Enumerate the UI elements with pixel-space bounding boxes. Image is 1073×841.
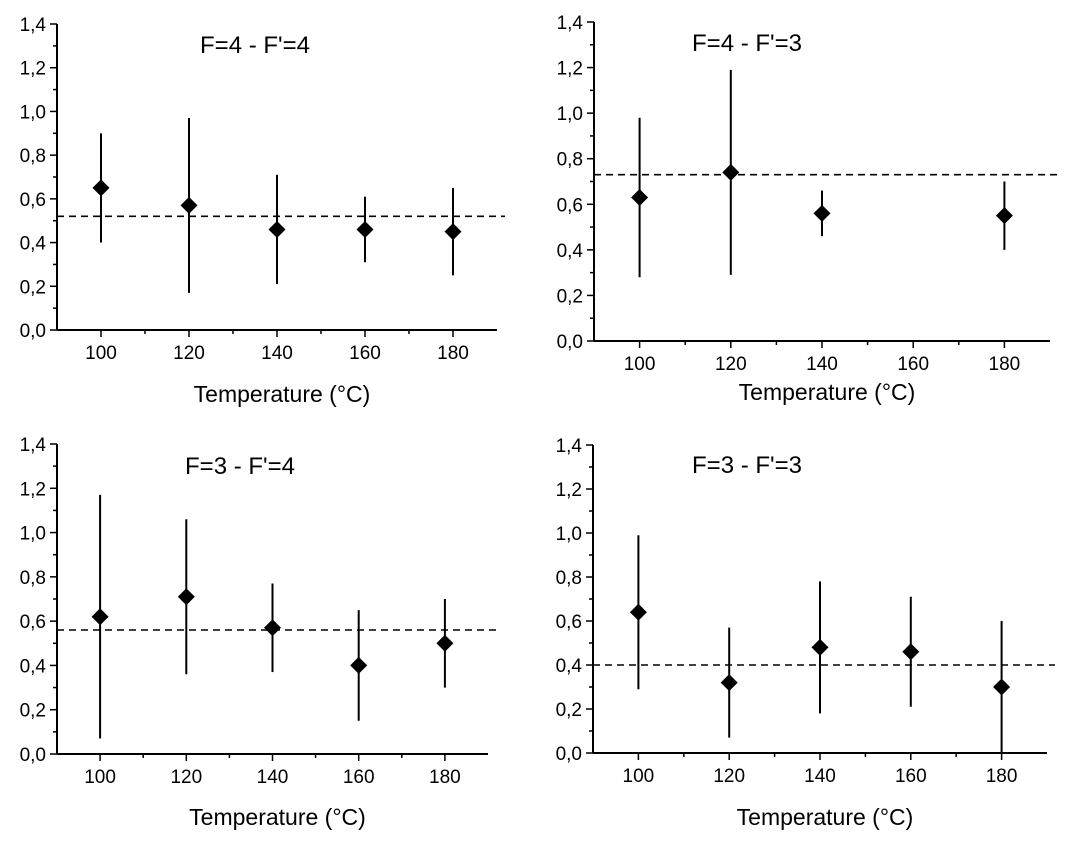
y-tick-label: 0,6: [20, 612, 46, 633]
y-tick-label: 1,2: [20, 479, 46, 500]
data-point: [902, 643, 920, 661]
data-point: [264, 619, 281, 637]
y-tick-label: 0,0: [20, 321, 46, 342]
y-tick-label: 0,6: [557, 195, 583, 216]
x-tick-label: 120: [173, 343, 205, 364]
data-point: [444, 223, 462, 241]
y-tick-label: 0,4: [20, 234, 47, 255]
data-point: [813, 204, 831, 222]
y-tick-label: 0,0: [20, 745, 46, 766]
data-point: [177, 588, 195, 606]
chart-title: F=3 - F'=4: [185, 453, 295, 480]
data-point: [631, 188, 649, 206]
x-tick-label: 160: [897, 354, 929, 375]
chart-title: F=3 - F'=3: [692, 452, 802, 479]
chart-title: F=4 - F'=4: [200, 32, 310, 59]
chart-panel-3: 0,0 0,2 0,4 0,6 0,8 1,0 1,2 1,4 100 120 140 160 180 F…: [20, 435, 496, 830]
y-tick-label: 1,0: [557, 104, 583, 125]
x-tick-label: 140: [261, 343, 293, 364]
data-point: [436, 634, 454, 652]
y-tick-label: 0,0: [557, 332, 583, 353]
y-tick-label: 1,2: [556, 480, 582, 501]
y-tick-label: 0,8: [20, 568, 46, 589]
y-tick-label: 0,2: [556, 700, 582, 721]
x-tick-label: 180: [986, 766, 1018, 787]
y-tick-label: 0,6: [20, 190, 46, 211]
x-axis-label: Temperature (°C): [189, 804, 366, 830]
y-tick-label: 0,4: [557, 241, 584, 262]
chart-title: F=4 - F'=3: [692, 30, 802, 57]
data-point: [995, 207, 1013, 225]
x-tick-label: 120: [713, 766, 745, 787]
y-tick-label: 1,4: [557, 13, 584, 34]
y-tick-label: 0,6: [556, 612, 582, 633]
data-point: [268, 220, 286, 238]
x-tick-label: 180: [989, 354, 1021, 375]
x-tick-label: 120: [170, 767, 202, 788]
y-tick-label: 0,4: [20, 656, 47, 677]
x-tick-label: 160: [343, 767, 375, 788]
data-point: [629, 603, 647, 621]
x-tick-label: 160: [895, 766, 927, 787]
y-tick-label: 0,4: [556, 656, 583, 677]
x-tick-label: 140: [804, 766, 836, 787]
x-tick-label: 180: [437, 343, 469, 364]
data-point: [92, 179, 110, 197]
x-tick-label: 140: [806, 354, 838, 375]
data-point: [356, 220, 374, 238]
x-tick-label: 120: [715, 354, 747, 375]
x-tick-label: 100: [84, 767, 116, 788]
data-point: [350, 656, 368, 674]
x-tick-label: 100: [85, 343, 117, 364]
data-point: [91, 608, 109, 626]
x-axis-label: Temperature (°C): [737, 804, 914, 830]
y-tick-label: 1,2: [557, 59, 583, 80]
chart-panel-1: 0,0 0,2 0,4 0,6 0,8 1,0 1,2 1,4 100 120 140 160 180 F…: [20, 15, 505, 407]
data-point: [720, 674, 738, 692]
y-tick-label: 0,8: [20, 146, 46, 167]
y-tick-label: 1,2: [20, 59, 46, 80]
data-point: [811, 638, 829, 656]
x-axis-label: Temperature (°C): [194, 381, 371, 407]
y-tick-label: 0,2: [20, 701, 46, 722]
y-tick-label: 1,4: [20, 435, 47, 456]
y-tick-label: 1,4: [556, 436, 583, 457]
y-tick-label: 1,4: [20, 15, 47, 36]
x-axis-label: Temperature (°C): [739, 379, 916, 405]
data-point: [722, 163, 740, 181]
x-tick-label: 100: [624, 354, 656, 375]
chart-panel-4: 0,0 0,2 0,4 0,6 0,8 1,0 1,2 1,4 100 120 140 160 180 F…: [556, 436, 1055, 830]
y-tick-label: 1,0: [20, 102, 46, 123]
y-tick-label: 0,8: [557, 150, 583, 171]
y-tick-label: 0,8: [556, 568, 582, 589]
y-tick-label: 1,0: [556, 524, 582, 545]
data-point: [180, 196, 198, 214]
x-tick-label: 160: [349, 343, 381, 364]
y-tick-label: 0,2: [557, 286, 583, 307]
y-tick-label: 0,0: [556, 744, 582, 765]
x-tick-label: 100: [623, 766, 655, 787]
chart-panel-2: 0,0 0,2 0,4 0,6 0,8 1,0 1,2 1,4 100 120 140 160 180 F…: [557, 13, 1058, 405]
y-tick-label: 0,2: [20, 277, 46, 298]
x-tick-label: 180: [429, 767, 461, 788]
x-tick-label: 140: [257, 767, 289, 788]
y-tick-label: 1,0: [20, 524, 46, 545]
data-point: [993, 678, 1011, 696]
